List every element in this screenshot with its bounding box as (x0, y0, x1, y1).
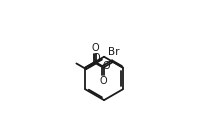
Text: O: O (99, 76, 106, 86)
Text: O: O (92, 53, 99, 63)
Text: O: O (91, 43, 99, 54)
Text: O: O (102, 61, 110, 71)
Text: Br: Br (107, 46, 119, 56)
